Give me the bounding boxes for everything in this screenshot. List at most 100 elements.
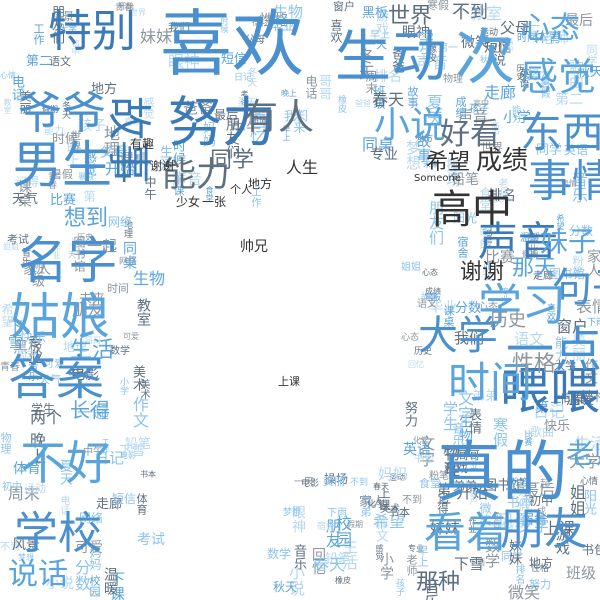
filler-word: 毕业	[429, 300, 457, 316]
filler-word: 短信	[221, 52, 248, 67]
filler-word: 窗户	[469, 489, 478, 505]
filler-word: 性格	[581, 390, 600, 405]
filler-word: 同学	[501, 550, 523, 563]
filler-word: 冬天	[60, 101, 70, 119]
filler-word: 夏天	[238, 98, 257, 108]
filler-word: 中午	[143, 176, 157, 200]
filler-word: 宿舍	[456, 236, 469, 258]
filler-word: 老师	[405, 554, 418, 576]
filler-word: 教室	[135, 298, 151, 326]
filler-word: 校园	[333, 515, 352, 547]
filler-word: 喜欢	[124, 118, 143, 128]
filler-word: 妹妹	[430, 519, 461, 537]
filler-word: 努力	[402, 401, 417, 427]
word-budao: 不到	[452, 2, 488, 23]
filler-word: 操场	[324, 472, 349, 486]
word-shenghuo: 生活	[70, 338, 115, 363]
filler-word: 运动	[389, 473, 405, 482]
filler-word: 父母	[245, 35, 265, 46]
filler-word: 铅笔	[125, 437, 152, 452]
filler-word: 快乐	[493, 195, 512, 205]
filler-word: 爸爸	[183, 99, 214, 117]
filler-word: 眼神	[290, 505, 306, 533]
filler-word: 高中	[505, 37, 514, 53]
filler-word: 不到	[350, 478, 369, 488]
filler-word: 第一	[82, 190, 96, 214]
word-youqu: 有趣	[130, 137, 155, 151]
filler-word: 时候	[52, 132, 79, 147]
filler-word: 音乐	[20, 247, 30, 265]
filler-word: 地理	[63, 340, 88, 354]
word-buhao: 不好	[20, 436, 112, 490]
filler-word: 黑板	[13, 338, 44, 356]
filler-word: 青春	[0, 362, 20, 373]
filler-word: 孩子	[78, 118, 106, 134]
filler-word: 成绩	[425, 287, 441, 296]
filler-word: 数学	[110, 346, 130, 357]
filler-word: 我们	[454, 329, 485, 347]
filler-word: 校园	[493, 512, 502, 528]
filler-word: 风景	[12, 537, 40, 553]
filler-word: 英语	[564, 143, 589, 157]
filler-word: 歌曲	[478, 225, 492, 249]
filler-word: 能力	[552, 336, 567, 362]
word-yeye: 爷爷	[18, 88, 106, 139]
filler-word: 工作	[32, 23, 45, 45]
filler-word: 夏天	[424, 94, 443, 126]
word-xuexi: 学习	[478, 280, 566, 331]
filler-word: 开始	[118, 2, 134, 11]
word-nengli: 能力	[162, 155, 230, 195]
filler-word: 下雪	[119, 444, 146, 459]
filler-word: 美术	[130, 365, 145, 391]
filler-word: 心态	[401, 333, 420, 343]
filler-word: 晚上	[64, 141, 79, 167]
filler-word: 比赛	[50, 193, 77, 208]
filler-word: 小学	[503, 110, 531, 126]
word-changde: 长得	[70, 398, 110, 422]
filler-word: 表情	[466, 408, 481, 434]
filler-word: 食堂	[205, 186, 214, 202]
word-nansheng: 男生	[12, 136, 112, 194]
filler-word: 日记	[234, 73, 253, 83]
filler-word: 早上	[416, 545, 429, 567]
filler-word: 书本	[388, 506, 410, 519]
filler-word: 姐姐	[3, 242, 19, 251]
filler-word: 考试	[7, 233, 29, 246]
filler-word: 希望	[0, 303, 14, 327]
filler-word: 妈妈	[88, 546, 102, 570]
filler-word: 下雨	[327, 508, 347, 519]
filler-word: 窗户	[556, 317, 589, 336]
word-shuohua: 说话	[8, 557, 68, 592]
filler-word: 一天	[294, 477, 314, 488]
filler-word: 朋友	[481, 263, 491, 281]
filler-word: 青春	[115, 3, 134, 13]
filler-word: 网络	[79, 511, 104, 525]
filler-word: 心态	[422, 268, 438, 277]
filler-word: 快乐	[544, 419, 571, 434]
filler-word: 回忆	[310, 547, 326, 575]
word-yiqie: 一张	[202, 195, 227, 209]
filler-word: 作文	[130, 396, 149, 428]
filler-word: 考试	[240, 90, 249, 106]
filler-word: 黑板	[362, 6, 389, 21]
filler-word: 教室	[470, 4, 503, 23]
filler-word: 天气	[12, 192, 39, 207]
filler-word: 下雨	[587, 318, 600, 328]
filler-word: 初中	[71, 39, 80, 55]
filler-word: 电影	[71, 367, 99, 383]
filler-word: 成绩	[535, 506, 545, 524]
filler-word: 姐姐	[401, 262, 421, 273]
filler-word: 世界	[130, 8, 146, 17]
filler-word: 性格	[531, 564, 550, 574]
filler-word: 初中	[529, 494, 554, 508]
word-nanian: 那天	[512, 256, 557, 281]
filler-word: 不到	[0, 542, 20, 553]
filler-word: 班级	[29, 261, 44, 287]
filler-word: 感觉	[142, 97, 155, 119]
filler-word: 走廊	[533, 271, 553, 282]
filler-word: 专业	[501, 287, 510, 303]
filler-word: 文字	[416, 435, 435, 467]
filler-word: 开始	[456, 483, 489, 502]
filler-word: 夏天	[57, 459, 72, 485]
